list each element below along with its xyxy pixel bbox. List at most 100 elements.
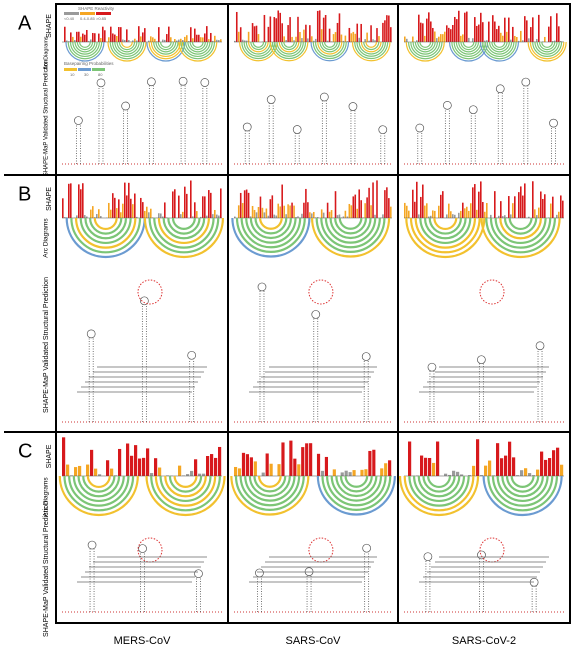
shape-bar [446, 214, 448, 218]
shape-bar [140, 36, 142, 42]
shape-bar [170, 37, 172, 42]
shape-bar [337, 215, 339, 218]
shape-bar [520, 31, 522, 42]
shape-bar [220, 188, 222, 218]
shape-bar [434, 32, 436, 42]
shape-bar [130, 456, 133, 476]
shape-bar [325, 15, 327, 42]
legend-swatch [64, 68, 77, 71]
shape-bar [522, 40, 524, 42]
shape-bar [548, 27, 550, 42]
shape-bar [468, 211, 470, 218]
shape-bar [370, 205, 372, 218]
arc [260, 218, 282, 229]
shape-bar [462, 203, 464, 218]
shape-bar [86, 465, 89, 476]
shape-bar [540, 191, 542, 218]
shape-bar [476, 439, 479, 476]
shape-bar [186, 474, 189, 476]
shape-bar [204, 33, 206, 42]
column-label: SARS-CoV-2 [452, 635, 516, 647]
shape-bar [388, 198, 390, 218]
shape-bar [118, 449, 121, 476]
shape-bar [166, 34, 168, 42]
shape-bar [494, 22, 496, 42]
shape-bar [335, 191, 337, 218]
legend-swatch [64, 12, 79, 15]
shape-bar [368, 188, 370, 218]
shape-bar [530, 27, 532, 42]
shape-bar [412, 37, 414, 42]
shape-bar [416, 40, 418, 42]
hairpin-loop [293, 126, 301, 134]
shape-bar [484, 466, 487, 476]
internal-loop [138, 280, 162, 304]
shape-bar [372, 182, 374, 218]
shape-bar [138, 26, 140, 42]
shape-bar [508, 442, 511, 476]
shape-bar [321, 209, 323, 218]
shape-bar [126, 444, 129, 476]
legend-level: 80 [98, 72, 103, 77]
shape-bar [317, 11, 319, 42]
arc [80, 42, 91, 47]
arc [428, 476, 450, 487]
row-label: SHAPE-MaP Validated Structural Predictio… [43, 501, 50, 637]
shape-bar [364, 39, 366, 42]
shape-bar [307, 202, 309, 218]
panel: BSHAPEArc DiagramsSHAPE-MaP Validated St… [18, 180, 564, 422]
shape-bar [376, 28, 378, 42]
shape-bar [112, 33, 114, 42]
hairpin-loop [477, 551, 485, 559]
shape-bar [323, 18, 325, 42]
hairpin-loop [188, 351, 196, 359]
shape-bar [297, 464, 300, 476]
shape-bar [349, 204, 351, 218]
shape-bar [146, 448, 149, 476]
shape-bar [303, 203, 305, 218]
shape-bar [291, 203, 293, 218]
shape-bar [476, 26, 478, 42]
shape-bar [250, 457, 253, 476]
shape-bar [281, 442, 284, 476]
shape-bar [182, 40, 184, 42]
shape-bar [504, 456, 507, 476]
shape-bar [337, 23, 339, 42]
hairpin-loop [536, 342, 544, 350]
shape-bar [374, 40, 376, 42]
shape-bar [262, 473, 265, 476]
hairpin-loop [496, 85, 504, 93]
shape-bar [200, 37, 202, 42]
shape-bar [116, 208, 118, 218]
shape-bar [428, 12, 430, 42]
shape-bar [472, 38, 474, 42]
shape-bar [538, 15, 540, 42]
figure: ASHAPEArc DiagramsSHAPE-MaP Validated St… [0, 0, 574, 655]
shape-bar [270, 16, 272, 42]
shape-bar [345, 211, 347, 218]
panel-cell [234, 10, 392, 164]
shape-bar [482, 22, 484, 42]
shape-bar [124, 40, 126, 42]
shape-bar [323, 213, 325, 218]
shape-bar [406, 206, 408, 218]
shape-bar [148, 212, 150, 218]
row-label: SHAPE-MaP Validated Structural Predictio… [44, 60, 50, 177]
shape-bar [452, 471, 455, 476]
shape-bar [309, 212, 311, 218]
shape-bar [536, 215, 538, 218]
hairpin-loop [87, 330, 95, 338]
shape-bar [426, 19, 428, 42]
shape-bar [486, 203, 488, 218]
shape-bar [516, 37, 518, 42]
shape-bar [210, 33, 212, 42]
shape-bar [236, 12, 238, 42]
shape-bar [132, 204, 134, 218]
shape-bar [190, 471, 193, 476]
shape-bar [422, 185, 424, 218]
shape-bar [506, 32, 508, 42]
shape-bar [524, 468, 527, 476]
arc [366, 42, 377, 47]
shape-bar [486, 40, 488, 42]
shape-bar [266, 453, 269, 476]
